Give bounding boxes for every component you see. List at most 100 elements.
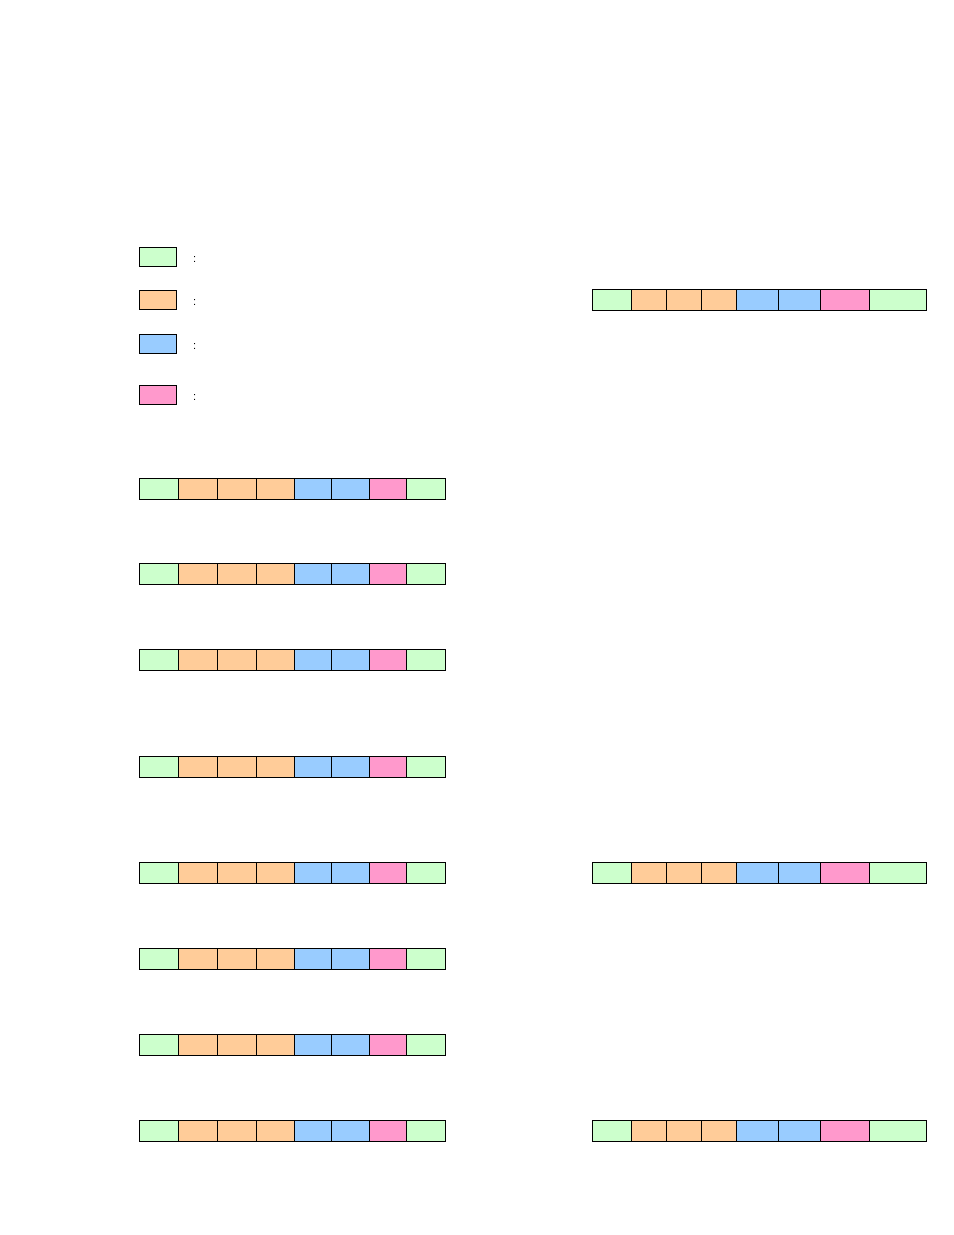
strip-cell-orange (218, 1035, 257, 1055)
strip-cell-green (870, 1121, 926, 1141)
strip-cell-orange (218, 650, 257, 670)
strip-cell-pink (370, 479, 407, 499)
strip-cell-orange (218, 949, 257, 969)
strip-cell-orange (257, 650, 295, 670)
strip-cell-blue (295, 949, 332, 969)
strip-cell-orange (179, 479, 218, 499)
strip-cell-blue (332, 650, 370, 670)
strip-cell-blue (332, 564, 370, 584)
strip-cell-pink (370, 863, 407, 883)
legend-separator: : (193, 340, 197, 352)
strip-cell-orange (257, 1035, 295, 1055)
strip-cell-orange (667, 863, 702, 883)
strip-cell-green (593, 863, 632, 883)
strip-cell-blue (779, 863, 821, 883)
strip-cell-blue (737, 1121, 779, 1141)
strip-cell-blue (295, 1121, 332, 1141)
strip-cell-green (140, 479, 179, 499)
strip-cell-orange (257, 949, 295, 969)
left-strip (139, 1120, 446, 1142)
strip-cell-green (407, 863, 445, 883)
strip-cell-blue (295, 650, 332, 670)
strip-cell-blue (295, 757, 332, 777)
strip-cell-orange (179, 1035, 218, 1055)
left-strip (139, 756, 446, 778)
strip-cell-blue (295, 863, 332, 883)
strip-cell-blue (295, 479, 332, 499)
strip-cell-pink (370, 650, 407, 670)
left-strip (139, 649, 446, 671)
strip-cell-blue (332, 1121, 370, 1141)
strip-cell-orange (667, 290, 702, 310)
left-strip (139, 1034, 446, 1056)
strip-cell-pink (821, 1121, 870, 1141)
strip-cell-orange (179, 949, 218, 969)
strip-cell-green (140, 863, 179, 883)
right-strip (592, 1120, 927, 1142)
strip-cell-orange (257, 863, 295, 883)
strip-cell-green (140, 757, 179, 777)
strip-cell-green (140, 1121, 179, 1141)
left-strip (139, 563, 446, 585)
strip-cell-pink (370, 1121, 407, 1141)
strip-cell-orange (179, 757, 218, 777)
strip-cell-green (140, 564, 179, 584)
strip-cell-orange (667, 1121, 702, 1141)
strip-cell-blue (332, 863, 370, 883)
strip-cell-blue (779, 290, 821, 310)
strip-cell-green (870, 863, 926, 883)
strip-cell-orange (257, 564, 295, 584)
legend-separator: : (193, 253, 197, 265)
strip-cell-orange (218, 564, 257, 584)
strip-cell-orange (702, 290, 737, 310)
strip-cell-green (407, 650, 445, 670)
strip-cell-pink (370, 949, 407, 969)
strip-cell-blue (332, 1035, 370, 1055)
strip-cell-orange (179, 863, 218, 883)
strip-cell-blue (332, 757, 370, 777)
legend-swatch-blue (139, 334, 177, 354)
strip-cell-orange (218, 1121, 257, 1141)
strip-cell-pink (821, 863, 870, 883)
strip-cell-pink (821, 290, 870, 310)
strip-cell-orange (702, 863, 737, 883)
strip-cell-orange (257, 757, 295, 777)
strip-cell-green (407, 564, 445, 584)
strip-cell-blue (737, 290, 779, 310)
strip-cell-orange (179, 1121, 218, 1141)
strip-cell-orange (257, 479, 295, 499)
strip-cell-green (407, 757, 445, 777)
strip-cell-orange (632, 863, 667, 883)
strip-cell-green (593, 290, 632, 310)
strip-cell-blue (295, 564, 332, 584)
strip-cell-orange (257, 1121, 295, 1141)
strip-cell-pink (370, 1035, 407, 1055)
strip-cell-green (140, 1035, 179, 1055)
strip-cell-pink (370, 564, 407, 584)
strip-cell-orange (632, 290, 667, 310)
strip-cell-green (870, 290, 926, 310)
legend-separator: : (193, 296, 197, 308)
strip-cell-green (140, 949, 179, 969)
left-strip (139, 948, 446, 970)
legend-swatch-orange (139, 290, 177, 310)
strip-cell-orange (179, 564, 218, 584)
strip-cell-orange (179, 650, 218, 670)
left-strip (139, 862, 446, 884)
strip-cell-green (593, 1121, 632, 1141)
strip-cell-green (407, 1121, 445, 1141)
strip-cell-blue (737, 863, 779, 883)
strip-cell-blue (295, 1035, 332, 1055)
legend-swatch-green (139, 247, 177, 267)
strip-cell-orange (632, 1121, 667, 1141)
strip-cell-orange (218, 757, 257, 777)
strip-cell-orange (218, 863, 257, 883)
strip-cell-blue (332, 479, 370, 499)
right-strip (592, 289, 927, 311)
left-strip (139, 478, 446, 500)
strip-cell-green (407, 1035, 445, 1055)
strip-cell-orange (218, 479, 257, 499)
strip-cell-green (407, 949, 445, 969)
strip-cell-blue (779, 1121, 821, 1141)
strip-cell-green (407, 479, 445, 499)
